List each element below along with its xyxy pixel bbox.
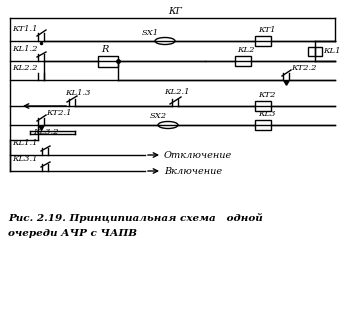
Text: КL1.1: КL1.1 [12,139,37,147]
Bar [308,47,322,55]
Text: КL3.1: КL3.1 [12,155,37,163]
Text: КL2.1: КL2.1 [164,88,189,96]
Text: КL2.2: КL2.2 [12,64,37,72]
Text: КL2: КL2 [237,46,254,54]
Bar [255,120,271,130]
Text: КL1.3: КL1.3 [65,89,91,97]
Text: КТ2.1: КТ2.1 [46,109,71,117]
Bar [98,55,118,66]
Text: КТ1: КТ1 [258,26,276,34]
Text: R: R [101,45,109,54]
Text: КТ2: КТ2 [258,91,276,99]
Text: КТ1.1: КТ1.1 [12,25,37,33]
Text: очереди АЧР с ЧАПВ: очереди АЧР с ЧАПВ [8,229,137,238]
Text: КL3.2: КL3.2 [33,129,59,136]
Text: КГ: КГ [168,7,182,16]
Text: Отключение: Отключение [164,151,232,160]
Text: КL1: КL1 [323,47,340,55]
Bar [255,101,271,111]
Text: SX1: SX1 [142,29,159,37]
Text: Рис. 2.19. Принципиальная схема   одной: Рис. 2.19. Принципиальная схема одной [8,213,263,223]
Text: КL3: КL3 [258,110,276,118]
Text: КТ2.2: КТ2.2 [291,64,316,72]
Bar [255,36,271,46]
Text: SX2: SX2 [150,112,167,120]
Text: Включение: Включение [164,167,222,176]
Text: КL1.2: КL1.2 [12,45,37,53]
Bar [235,56,251,66]
